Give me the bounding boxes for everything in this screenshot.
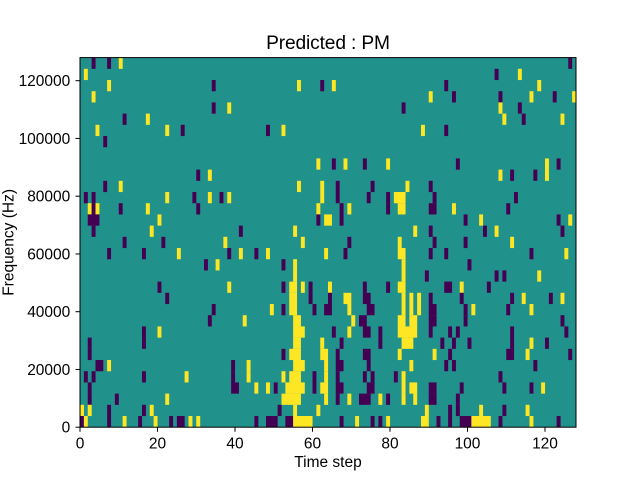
svg-text:80000: 80000 [27, 189, 70, 206]
svg-text:80: 80 [381, 435, 399, 452]
svg-text:40000: 40000 [27, 304, 70, 321]
svg-text:60: 60 [304, 435, 322, 452]
svg-text:20000: 20000 [27, 362, 70, 379]
svg-text:100: 100 [455, 435, 481, 452]
svg-text:100000: 100000 [19, 131, 71, 148]
svg-text:Predicted : PM: Predicted : PM [266, 33, 390, 54]
svg-text:40: 40 [226, 435, 244, 452]
svg-text:120000: 120000 [19, 73, 71, 90]
svg-text:120: 120 [532, 435, 558, 452]
svg-text:0: 0 [62, 420, 71, 437]
svg-text:Time step: Time step [294, 454, 361, 471]
svg-text:0: 0 [76, 435, 85, 452]
svg-text:20: 20 [149, 435, 167, 452]
svg-text:60000: 60000 [27, 246, 70, 263]
svg-text:Frequency (Hz): Frequency (Hz) [1, 189, 18, 296]
